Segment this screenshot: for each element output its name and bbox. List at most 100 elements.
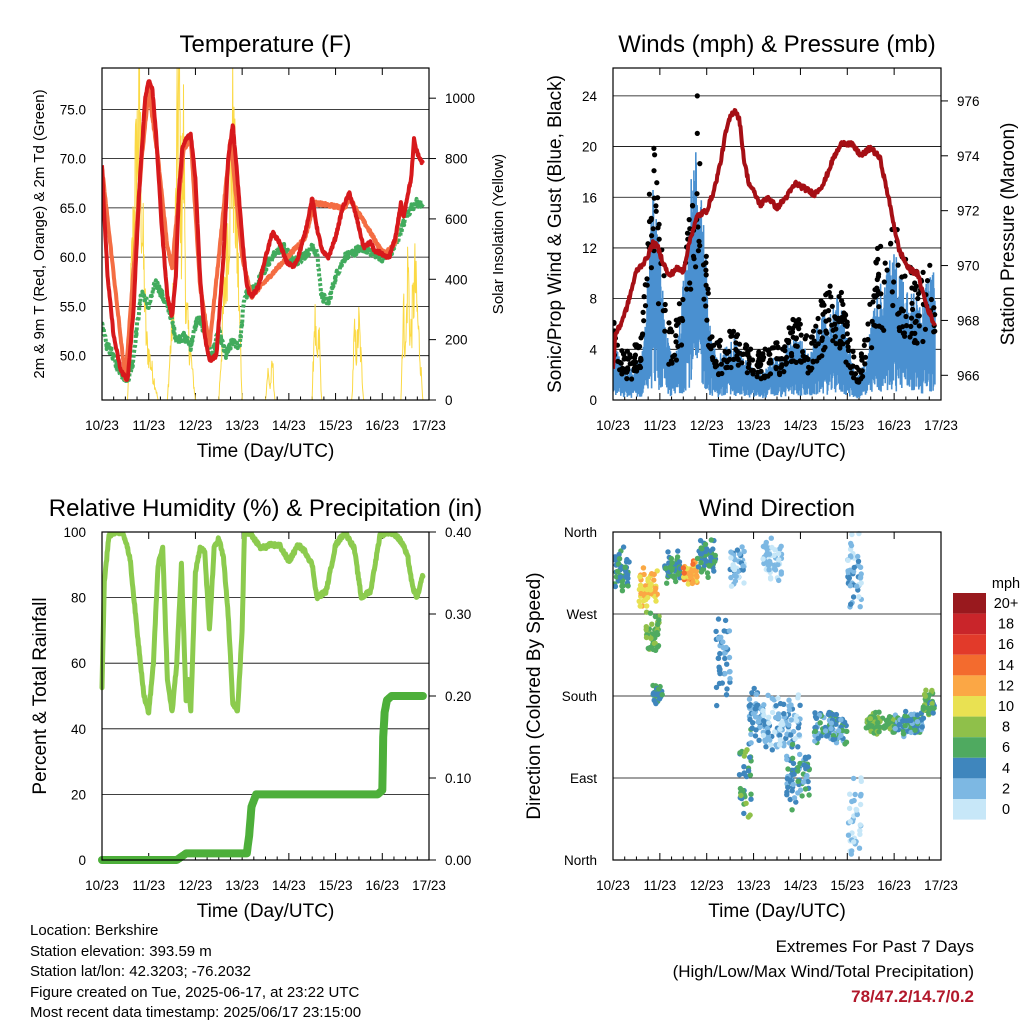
direction-point [756, 737, 762, 743]
direction-point [786, 697, 792, 703]
direction-point [667, 564, 673, 571]
direction-point [745, 814, 752, 820]
gust-point [673, 357, 680, 363]
legend-swatch [953, 799, 986, 820]
y-axis-label-left: Direction (Colored By Speed) [524, 572, 545, 819]
gust-point [748, 346, 754, 352]
direction-point [769, 695, 775, 702]
direction-point [713, 628, 719, 635]
gust-point [805, 356, 811, 362]
direction-point [644, 603, 650, 609]
legend-swatch [953, 716, 986, 738]
gust-point [739, 360, 745, 366]
direction-point [753, 714, 759, 720]
gust-point [637, 363, 643, 369]
gust-point [810, 328, 817, 334]
gust-point [727, 356, 733, 362]
direction-point [744, 747, 750, 753]
direction-point [778, 543, 784, 549]
direction-point [930, 710, 936, 716]
direction-point [754, 702, 760, 709]
gust-point [862, 354, 869, 360]
gust-point [810, 359, 816, 365]
direction-point [639, 586, 646, 593]
direction-point [653, 700, 659, 707]
direction-point [752, 733, 759, 739]
gust-point [670, 354, 676, 360]
legend-swatch [953, 757, 986, 779]
gust-point [713, 358, 719, 365]
direction-point [761, 712, 767, 719]
direction-point [890, 716, 897, 723]
y-tick-label-right: 972 [957, 204, 980, 219]
direction-point [640, 565, 647, 571]
direction-point [638, 590, 644, 597]
gust-point [869, 345, 875, 351]
x-axis-label: Time (Day/UTC) [197, 901, 335, 922]
gust-point [750, 357, 756, 363]
gust-point [680, 296, 686, 303]
y-tick-label-left: North [564, 853, 597, 868]
gust-point [797, 358, 803, 364]
direction-point [785, 784, 791, 791]
direction-point [741, 548, 747, 555]
y-tick-label-left: 20 [582, 140, 597, 155]
direction-point [828, 725, 834, 732]
gust-point [662, 328, 668, 334]
gust-point [646, 218, 653, 225]
gust-point [640, 309, 646, 315]
y-tick-label-left: 0 [78, 853, 86, 868]
y-tick-label-left: North [564, 525, 597, 540]
direction-point [849, 798, 855, 805]
y-tick-label-right: 966 [957, 368, 980, 383]
gust-point [673, 339, 679, 345]
direction-point [856, 845, 863, 851]
y-tick-label-left: 100 [63, 525, 86, 540]
direction-point [793, 799, 799, 805]
direction-point [825, 711, 832, 718]
direction-point [715, 616, 722, 622]
direction-point [830, 711, 836, 718]
legend-swatch [953, 593, 986, 614]
direction-point [790, 760, 797, 767]
chart-panel-temperature: Temperature (F) Time (Day/UTC) 10/23 11/23 1… [31, 31, 507, 462]
direction-point [855, 553, 861, 560]
series-line-0 [102, 79, 425, 382]
direction-point [766, 714, 772, 720]
direction-point [775, 715, 781, 721]
direction-point [703, 558, 709, 564]
direction-point [760, 556, 766, 562]
gust-point [901, 330, 908, 336]
direction-point [620, 544, 627, 550]
direction-point [695, 564, 702, 570]
gust-point [912, 330, 918, 336]
direction-point [653, 585, 659, 591]
gust-point [827, 283, 833, 289]
direction-point [710, 546, 716, 552]
x-tick-label: 16/23 [877, 878, 911, 893]
gust-point [891, 279, 897, 285]
direction-point [654, 629, 660, 636]
y-tick-label-right: 976 [957, 94, 980, 109]
gust-point [675, 320, 681, 326]
gust-point [666, 320, 672, 326]
direction-point [784, 789, 790, 795]
direction-point [797, 751, 803, 758]
gust-point [733, 334, 740, 340]
legend-swatch [953, 737, 986, 758]
direction-point [722, 655, 728, 662]
direction-point [801, 762, 807, 768]
direction-point [857, 564, 864, 570]
direction-point [796, 732, 802, 738]
gust-point [733, 346, 739, 353]
y-tick-label-right: 400 [445, 272, 468, 287]
chart-title: Relative Humidity (%) & Precipitation (i… [49, 495, 482, 522]
gust-point [845, 362, 851, 368]
speed-legend: mph 20+ 18 16 14 12 10 8 6 4 2 0 [953, 576, 1020, 820]
direction-point [688, 574, 694, 580]
gust-point [639, 332, 645, 339]
x-tick-label: 16/23 [877, 418, 911, 433]
gust-point [851, 375, 857, 381]
gust-point [832, 334, 838, 340]
gust-point [733, 340, 739, 346]
